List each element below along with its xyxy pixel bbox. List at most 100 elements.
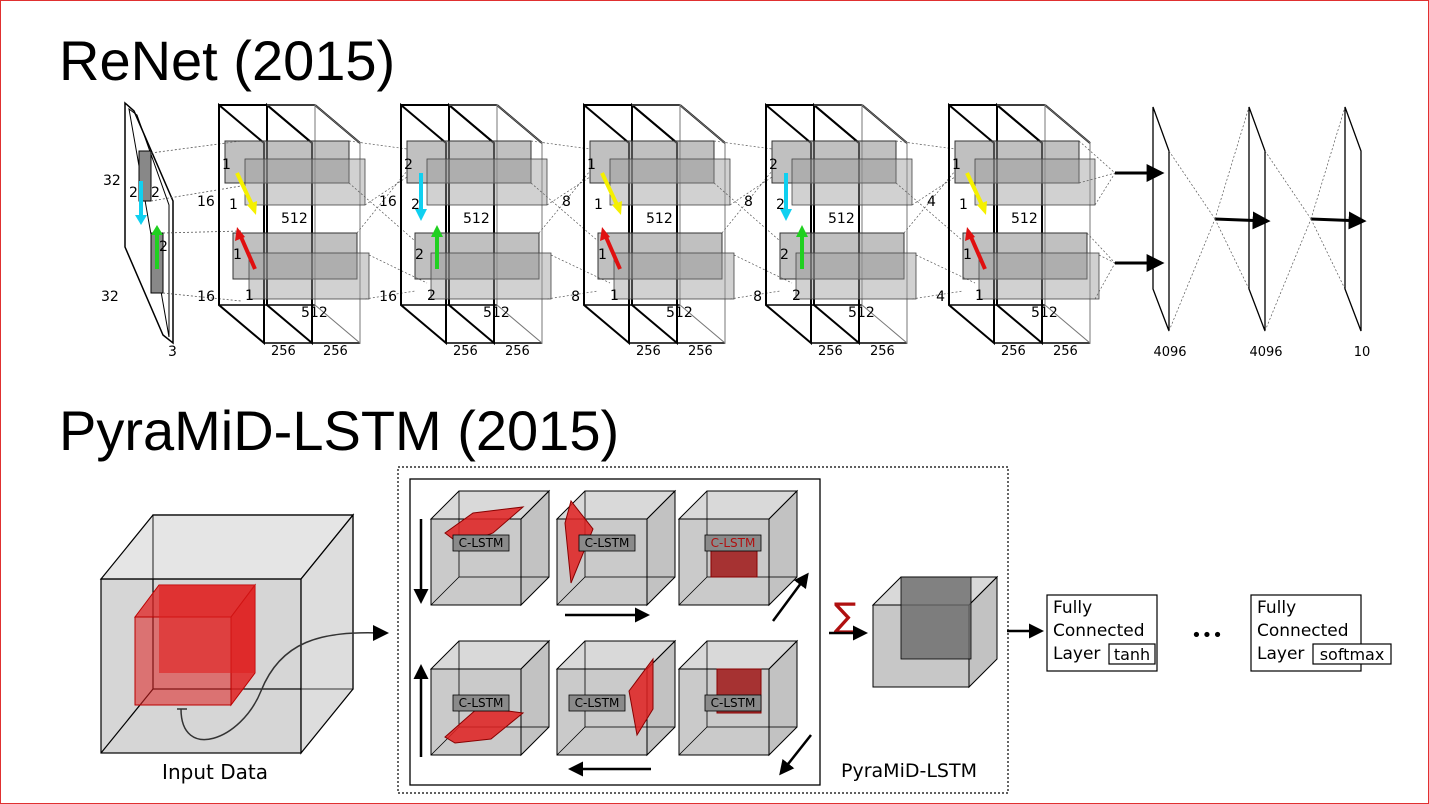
stage-rnn-top-label: 1	[229, 197, 238, 213]
stage-feature-block-bottom	[232, 232, 358, 280]
clstm-label-box	[578, 534, 636, 552]
clstm-label: C-LSTM	[711, 536, 756, 550]
cube-back	[706, 640, 798, 728]
stage-side-label-top: 16	[379, 194, 397, 210]
stage-connection-line	[550, 254, 611, 284]
clstm-label-box	[704, 694, 762, 712]
input-height-label: 32	[103, 173, 121, 189]
stage-arrow-top-head	[415, 209, 427, 221]
stage-connection-line	[895, 140, 956, 150]
stage-connection-line	[348, 182, 416, 242]
stage-rnn-top-label: 2	[776, 197, 785, 213]
fc-size-label-2: 4096	[1249, 345, 1282, 360]
stage-patch-top-label: 1	[222, 157, 231, 173]
renet-stage-1: 16 16 1 1 1 1 512 512 256 256	[197, 102, 370, 359]
fc-connection-line	[1310, 106, 1346, 220]
stage-side-label-top: 8	[744, 194, 753, 210]
cube-front	[556, 668, 648, 756]
stage-rnn-bottom-label: 2	[792, 288, 801, 304]
final-connection-line	[1094, 172, 1116, 206]
fc-layer-softmax-line2: Connected	[1257, 621, 1349, 641]
input-connection-line	[162, 230, 242, 234]
fc-ellipsis: •••	[1191, 625, 1223, 646]
stage-size-bottom-label: 512	[848, 305, 875, 321]
clstm-cube-5: C-LSTM	[555, 639, 677, 757]
stage-connection-line	[546, 176, 591, 206]
stage-connection-line	[895, 182, 964, 242]
stage-connection-line	[713, 182, 781, 242]
stage-connection-line	[915, 254, 976, 284]
input-patch-side-label: 2	[151, 185, 160, 201]
stage-out-a-label: 256	[636, 344, 661, 359]
fc-connection-line	[1264, 150, 1312, 220]
stage-side-label-bottom: 16	[197, 289, 215, 305]
output-cube-side	[968, 575, 998, 689]
stage-side-label-bottom: 8	[571, 289, 580, 305]
stage-out-a-label: 256	[818, 344, 843, 359]
stage-out-b-label: 256	[323, 344, 348, 359]
input-connection-line	[150, 185, 242, 202]
input-curve-arrow	[180, 632, 382, 741]
input-patch-bottom-label: 2	[159, 239, 168, 255]
renet-stage-5: 4 4 1 1 1 1 512 512 256 256	[927, 102, 1100, 359]
stage-connection-line	[721, 170, 773, 234]
clstm-cube-3: C-LSTM	[677, 489, 799, 607]
stage-arrow-top-head	[247, 201, 257, 215]
cube-inner-edge	[430, 576, 460, 606]
stage-arrow-bottom	[969, 236, 987, 270]
stage-connection-line	[538, 170, 591, 234]
stage-size-top-label: 512	[463, 211, 490, 227]
stage-out-a-label: 256	[271, 344, 296, 359]
stage-size-bottom-label: 512	[666, 305, 693, 321]
clstm-label: C-LSTM	[575, 696, 620, 710]
input-connection-line	[162, 292, 242, 302]
stage-feature-block-top-back	[791, 158, 913, 206]
stage-side-label-bottom: 8	[753, 289, 762, 305]
cube-red-slice	[628, 657, 654, 737]
pyramid-arrow-down-left	[779, 734, 812, 776]
stage-patch-bottom-label: 2	[415, 247, 424, 263]
stage-arrow-top	[600, 172, 620, 208]
stage-feature-block-bottom-back	[430, 252, 552, 300]
final-connection-line	[1078, 140, 1116, 174]
stage-patch-top-label: 1	[587, 157, 596, 173]
stage-size-bottom-label: 512	[483, 305, 510, 321]
input-plane	[124, 101, 174, 345]
renet-stage-4: 8 8 2 2 2 2 512 512 256 256	[744, 102, 917, 359]
output-cube	[871, 575, 999, 689]
stage-patch-top-label: 2	[769, 157, 778, 173]
clstm-label-box	[568, 694, 626, 712]
stage-feature-block-top	[406, 140, 532, 184]
pyramid-arrow-up-right	[771, 572, 809, 622]
stage-feature-block-bottom-back	[978, 252, 1100, 300]
stage-connection-line	[713, 140, 773, 150]
stage-side-label-top: 8	[562, 194, 571, 210]
stage-arrow-bottom-head	[431, 225, 443, 237]
stage-feature-block-bottom-back	[613, 252, 735, 300]
clstm-label: C-LSTM	[459, 536, 504, 550]
stage-connection-line	[364, 176, 408, 206]
stage-feature-block-top-back	[426, 158, 548, 206]
stage-connection-line	[729, 290, 781, 300]
input-channels-label: 3	[168, 344, 177, 360]
stage-size-bottom-label: 512	[301, 305, 328, 321]
fc-layer-softmax: Fully Connected Layer softmax	[1250, 594, 1392, 672]
stage-out-b-label: 256	[505, 344, 530, 359]
fc-layer-tanh-line1: Fully	[1053, 598, 1092, 618]
pyramid-module-label: PyraMiD-LSTM	[841, 760, 977, 782]
stage-out-a-label: 256	[1001, 344, 1026, 359]
fc-layer-tanh-line3: Layer	[1053, 644, 1100, 664]
stage-arrow-bottom-head	[235, 227, 245, 241]
clstm-cube-1: C-LSTM	[429, 489, 551, 607]
stage-size-top-label: 512	[281, 211, 308, 227]
final-connection-line	[1086, 232, 1116, 264]
cube-inner-edge	[556, 576, 586, 606]
cube-inner-edge	[678, 576, 708, 606]
stage-connection-line	[348, 140, 408, 150]
clstm-label: C-LSTM	[711, 696, 756, 710]
stage-feature-block-top-back	[244, 158, 366, 206]
input-red-cube-core	[159, 585, 255, 673]
stage-side-label-top: 4	[927, 194, 936, 210]
